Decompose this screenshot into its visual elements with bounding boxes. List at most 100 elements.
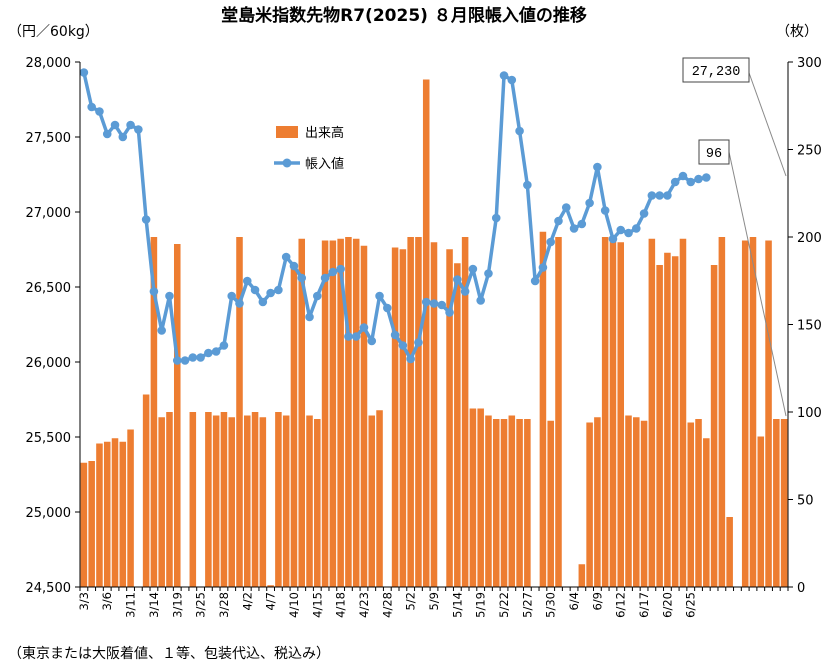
- volume-bar: [290, 266, 298, 587]
- price-point: [242, 276, 252, 286]
- x-tick-label: 4/18: [334, 592, 348, 618]
- volume-bar: [469, 408, 477, 587]
- x-tick-label: 4/7: [264, 592, 278, 611]
- volume-bar: [103, 441, 111, 587]
- volume-bar: [695, 419, 702, 587]
- price-point: [344, 332, 353, 341]
- volume-bar: [189, 412, 197, 587]
- price-point: [359, 323, 369, 332]
- volume-bar: [703, 438, 710, 587]
- axes-layer: [75, 61, 793, 591]
- volume-bar: [236, 237, 243, 587]
- left-tick-label: 24,500: [26, 581, 72, 596]
- x-tick-label: 6/9: [590, 592, 604, 611]
- x-tick-label: 3/28: [217, 592, 231, 618]
- price-point: [398, 341, 408, 350]
- x-tick-label: 6/25: [684, 592, 698, 618]
- volume-bar: [477, 408, 484, 587]
- volume-bar: [298, 238, 306, 587]
- volume-bar: [726, 517, 733, 587]
- callout-last-price-leader: [747, 69, 787, 177]
- price-point: [367, 336, 377, 346]
- price-point: [351, 332, 361, 341]
- volume-bar: [485, 415, 492, 587]
- left-tick-label: 26,000: [26, 356, 72, 371]
- price-point: [313, 291, 322, 301]
- volume-bar: [430, 242, 438, 587]
- callout-last-volume: 96: [698, 139, 787, 417]
- volume-bar: [671, 256, 679, 587]
- price-point: [702, 173, 711, 182]
- price-point: [102, 129, 112, 139]
- price-point: [289, 261, 299, 271]
- price-point: [227, 291, 237, 301]
- price-point: [258, 297, 268, 307]
- x-tick-label: 4/23: [357, 592, 371, 618]
- x-tick-label: 6/17: [637, 592, 651, 618]
- price-point: [157, 326, 166, 335]
- price-point: [624, 228, 633, 238]
- volume-bar: [306, 415, 313, 587]
- volume-bar: [461, 237, 469, 587]
- right-tick-labels: 0 50 100 150 200 250 300: [797, 56, 822, 596]
- volume-bar: [415, 237, 422, 587]
- volume-bar: [516, 419, 523, 587]
- volume-bar: [422, 79, 430, 587]
- callout-last-price: 27,230: [682, 57, 787, 177]
- x-tick-label: 5/30: [544, 592, 558, 618]
- price-point: [569, 224, 579, 233]
- right-tick-label: 50: [797, 494, 814, 509]
- line-layer: [79, 68, 711, 365]
- price-point: [631, 224, 641, 233]
- x-tick-label: 5/22: [497, 592, 511, 618]
- price-point: [515, 126, 524, 136]
- left-tick-labels: 24,500 25,000 25,500 26,000 26,500 27,000 27,5…: [26, 56, 72, 596]
- volume-bar: [119, 441, 127, 587]
- legend-bar-swatch: [276, 126, 298, 138]
- price-point: [204, 348, 213, 358]
- left-tick-label: 25,500: [26, 431, 72, 446]
- volume-bar: [407, 237, 414, 587]
- x-tick-label: 4/28: [380, 592, 394, 618]
- price-point: [523, 180, 532, 190]
- price-point: [219, 341, 229, 350]
- price-point: [172, 356, 182, 365]
- volume-bar: [267, 585, 274, 587]
- volume-bar: [773, 419, 780, 587]
- volume-bar: [539, 231, 547, 587]
- price-point: [694, 174, 703, 184]
- volume-bar: [127, 429, 134, 587]
- price-point: [118, 132, 128, 142]
- price-point: [281, 252, 291, 262]
- left-tick-label: 26,500: [26, 281, 72, 296]
- volume-bar: [282, 415, 290, 587]
- volume-bar: [173, 244, 181, 587]
- volume-bar: [454, 263, 461, 587]
- volume-bar: [142, 394, 150, 587]
- right-axis-unit: （枚）: [776, 24, 818, 40]
- volume-bar: [633, 417, 640, 587]
- volume-bar: [360, 245, 368, 587]
- price-point: [608, 234, 618, 244]
- callout-last-price-box: [682, 57, 750, 83]
- price-point: [453, 275, 462, 284]
- price-point: [546, 237, 555, 247]
- callout-last-volume-leader: [728, 151, 787, 417]
- volume-bar: [710, 265, 718, 587]
- price-point: [305, 312, 314, 322]
- price-point: [110, 120, 120, 130]
- volume-bar: [500, 419, 508, 587]
- volume-bar: [679, 238, 687, 587]
- price-point: [188, 353, 198, 362]
- price-point: [383, 303, 392, 313]
- x-tick-label: 5/14: [450, 592, 464, 618]
- price-point: [211, 347, 221, 356]
- price-point: [437, 300, 447, 310]
- price-point: [600, 206, 610, 215]
- price-point: [577, 219, 587, 229]
- right-tick-label: 150: [797, 319, 822, 334]
- price-point: [250, 285, 260, 295]
- left-tick-label: 27,000: [26, 206, 72, 221]
- price-point: [491, 213, 501, 223]
- x-tick-label: 6/20: [660, 592, 674, 618]
